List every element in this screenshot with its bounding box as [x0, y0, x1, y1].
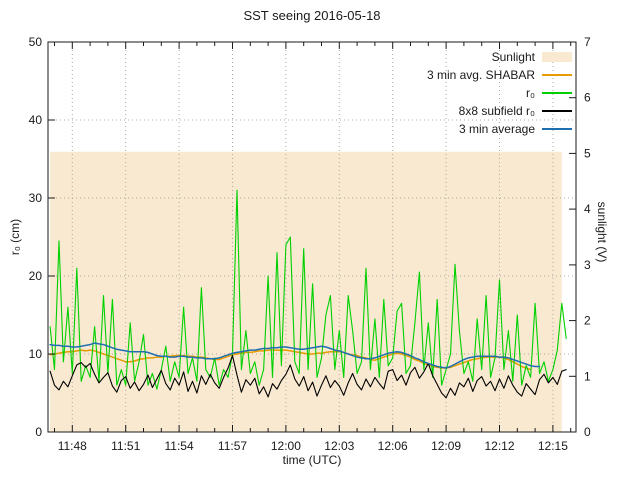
legend-item-avg-3min: 3 min average	[427, 120, 572, 138]
axis-ticks	[48, 41, 576, 433]
svg-text:30: 30	[29, 191, 43, 205]
y-axis-label-left: r₀ (cm)	[8, 218, 22, 256]
svg-text:12:00: 12:00	[271, 439, 301, 453]
svg-text:0: 0	[584, 425, 591, 439]
svg-text:11:54: 11:54	[165, 439, 194, 453]
legend-item-r0-8x8: 8x8 subfield r₀	[427, 102, 572, 120]
svg-text:12:15: 12:15	[538, 439, 568, 453]
svg-text:6: 6	[584, 91, 591, 105]
svg-text:1: 1	[584, 369, 591, 383]
legend: Sunlight 3 min avg. SHABAR r₀ 8x8 subfie…	[427, 48, 572, 138]
svg-text:7: 7	[584, 35, 591, 49]
y-axis-label-right: sunlight (V)	[595, 201, 609, 263]
svg-text:11:57: 11:57	[218, 439, 247, 453]
svg-text:10: 10	[29, 347, 43, 361]
svg-text:3: 3	[584, 258, 591, 272]
svg-text:2: 2	[584, 314, 591, 328]
svg-text:20: 20	[29, 269, 43, 283]
legend-item-sunlight: Sunlight	[427, 48, 572, 66]
series-line-r0	[49, 189, 567, 390]
legend-item-shabar-avg: 3 min avg. SHABAR	[427, 66, 572, 84]
tick-labels: 11:48 11:51 11:54 11:57 12:00 12:03 12:06 12:09…	[29, 35, 591, 453]
sunlight-area	[50, 151, 562, 433]
svg-text:50: 50	[29, 35, 43, 49]
legend-swatch-avg-3min	[542, 128, 572, 130]
svg-text:11:48: 11:48	[58, 439, 87, 453]
svg-text:12:12: 12:12	[484, 439, 514, 453]
series-line-shabar-avg	[49, 349, 532, 371]
legend-item-r0: r₀	[427, 84, 572, 102]
svg-text:40: 40	[29, 113, 43, 127]
chart-title: SST seeing 2016-05-18	[243, 8, 381, 23]
svg-text:12:09: 12:09	[431, 439, 461, 453]
legend-label-shabar-avg: 3 min avg. SHABAR	[426, 68, 535, 82]
legend-label-avg-3min: 3 min average	[458, 122, 535, 136]
legend-swatch-shabar-avg	[542, 74, 572, 76]
svg-text:5: 5	[584, 146, 591, 160]
svg-text:0: 0	[35, 425, 42, 439]
legend-swatch-sunlight	[542, 52, 572, 62]
legend-swatch-r0	[542, 92, 572, 94]
x-axis-label: time (UTC)	[282, 453, 342, 467]
legend-swatch-r0-8x8	[542, 110, 572, 112]
svg-text:12:06: 12:06	[378, 439, 408, 453]
svg-text:4: 4	[584, 202, 591, 216]
series-line-r0-8x8	[49, 355, 567, 399]
svg-text:12:03: 12:03	[324, 439, 354, 453]
legend-label-r0-8x8: 8x8 subfield r₀	[458, 104, 535, 118]
series-lines	[49, 189, 567, 399]
plot-frame	[47, 41, 577, 433]
legend-label-r0: r₀	[526, 86, 535, 100]
legend-label-sunlight: Sunlight	[491, 50, 535, 64]
svg-text:11:51: 11:51	[111, 439, 140, 453]
series-line-avg-3min	[49, 342, 541, 369]
